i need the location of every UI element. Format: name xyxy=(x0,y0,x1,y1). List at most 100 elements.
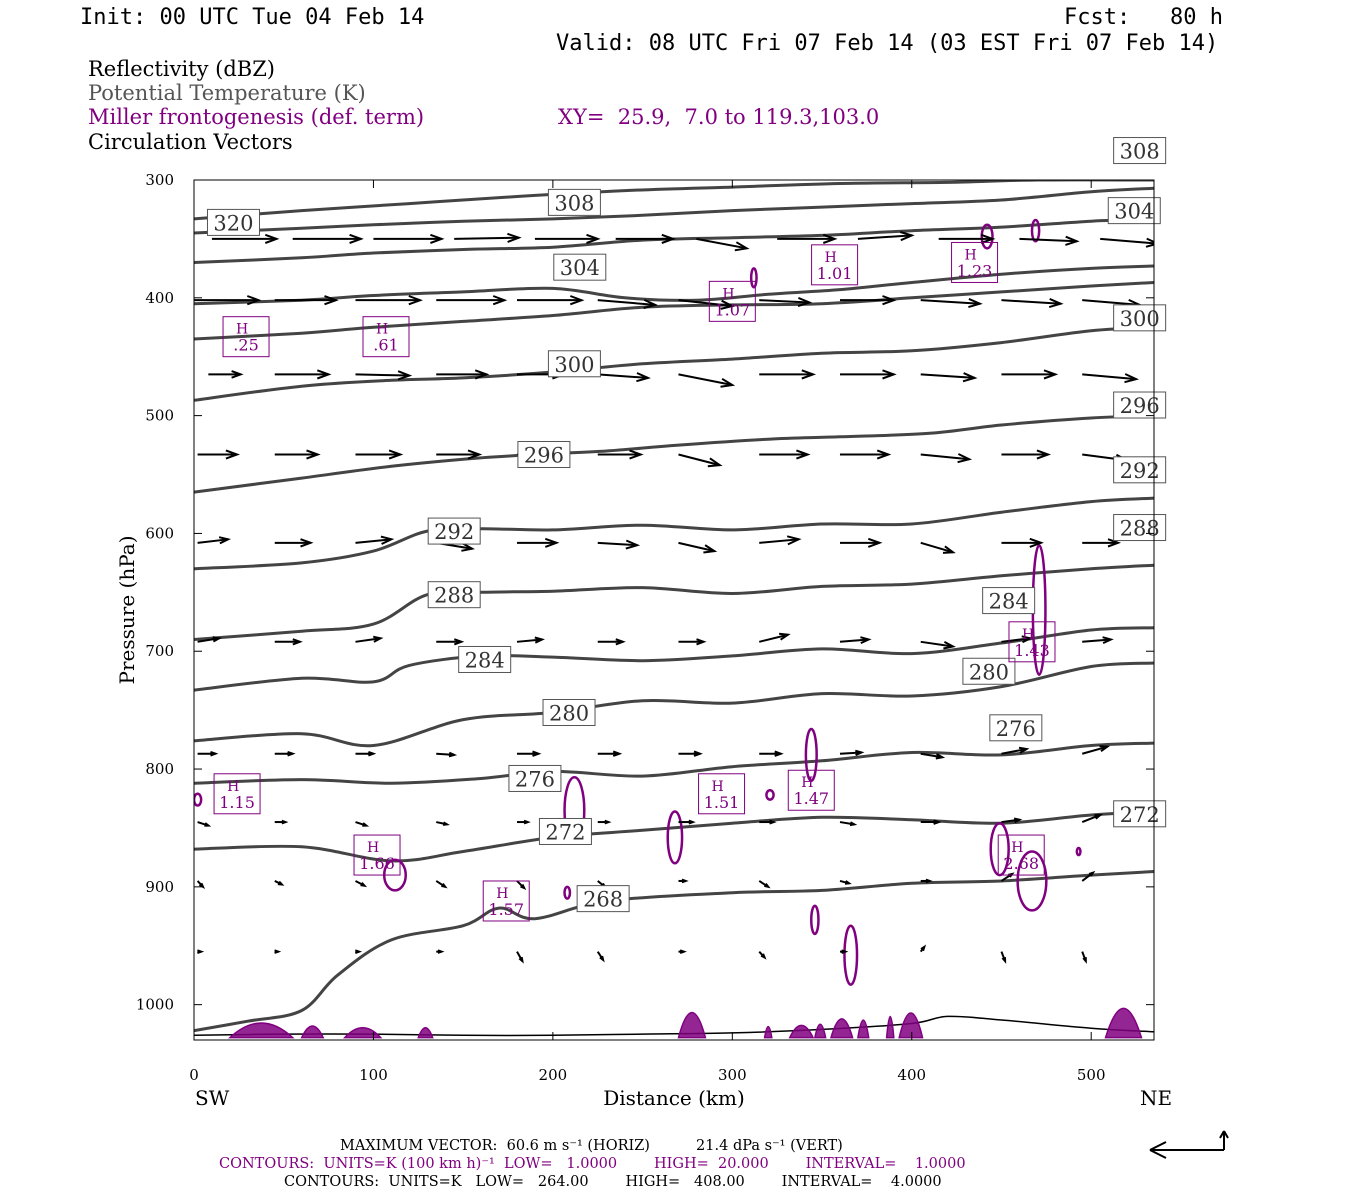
circulation-vector xyxy=(355,295,424,306)
vector-head xyxy=(643,298,659,310)
frontogenesis-surface-cluster xyxy=(343,1027,383,1039)
vector-head xyxy=(841,949,849,954)
circulation-vector xyxy=(197,949,205,954)
vector-head xyxy=(703,544,718,554)
vector-head xyxy=(933,819,942,825)
vector-head xyxy=(679,949,687,954)
vector-head xyxy=(362,822,370,827)
isentrope-label-box xyxy=(1113,137,1167,165)
isentrope-label-box xyxy=(508,764,562,792)
circulation-vector xyxy=(597,372,651,383)
vector-head xyxy=(218,536,232,545)
circulation-vector xyxy=(516,750,542,757)
vector-shaft xyxy=(1081,814,1101,823)
frontogenesis-max-value: 1.51 xyxy=(704,793,740,812)
vector-head xyxy=(876,449,892,460)
isentrope-label-box xyxy=(1113,456,1167,484)
vector-head xyxy=(849,821,858,827)
frontogenesis-max-box xyxy=(213,773,261,815)
vector-head xyxy=(661,233,677,244)
circulation-vector xyxy=(208,370,244,379)
frontogenesis-max-box xyxy=(997,834,1045,876)
vector-head xyxy=(1001,957,1007,964)
y-tick-label: 700 xyxy=(145,642,174,660)
terrain-line xyxy=(194,1015,1154,1037)
isentrope-label-284: 284 xyxy=(458,645,512,673)
vector-shaft xyxy=(1019,237,1077,243)
frontogenesis-max-value: 1.01 xyxy=(817,264,853,283)
isentrope-label-value: 292 xyxy=(1120,459,1160,483)
circulation-vector xyxy=(678,878,689,884)
circulation-vector xyxy=(1001,449,1052,460)
circulation-vector xyxy=(678,373,736,388)
vector-head xyxy=(430,233,445,244)
vector-head xyxy=(796,449,811,460)
vector-shaft xyxy=(355,538,392,544)
vector-head xyxy=(388,449,404,460)
circulation-vector xyxy=(759,449,811,460)
isentrope-label-box xyxy=(538,817,592,845)
vector-shaft xyxy=(1100,237,1154,245)
x-right-end-label: NE xyxy=(1140,1086,1172,1110)
frontogenesis-surface-cluster xyxy=(830,1018,854,1039)
frontogenesis-max-marker: H xyxy=(825,250,837,266)
x-left-end-label: SW xyxy=(195,1086,230,1110)
vector-shaft xyxy=(355,373,410,377)
vector-shaft xyxy=(920,752,943,759)
circulation-vector xyxy=(355,449,404,460)
circulation-vector xyxy=(1001,817,1023,824)
circulation-vector xyxy=(274,819,289,825)
circulation-vector xyxy=(1081,745,1111,755)
x-tick-label: 200 xyxy=(539,1066,568,1084)
circulation-vector xyxy=(839,295,897,306)
vector-shaft xyxy=(454,236,519,240)
footer-fronto-contours: CONTOURS: UNITS=K (100 km h)⁻¹ LOW= 1.00… xyxy=(219,1156,966,1172)
vector-head xyxy=(1124,373,1140,384)
isentrope-label-value: 280 xyxy=(969,660,1009,684)
frontogenesis-max-label: H.61 xyxy=(362,316,410,358)
circulation-vector xyxy=(597,750,623,757)
vector-shaft xyxy=(678,373,733,386)
vector-head xyxy=(760,953,767,960)
circulation-vector xyxy=(920,752,946,760)
vector-head xyxy=(1099,745,1111,753)
frontogenesis-surface-cluster xyxy=(227,1022,295,1039)
x-axis-title: Distance (km) xyxy=(603,1086,745,1110)
vector-shaft xyxy=(857,234,912,240)
vector-head xyxy=(1107,538,1122,548)
legend-frontogenesis: Miller frontogenesis (def. term) xyxy=(88,105,425,129)
circulation-vector xyxy=(1001,635,1034,644)
circulation-vector xyxy=(919,944,927,953)
vector-shaft xyxy=(678,299,733,308)
vector-shaft xyxy=(1001,748,1027,755)
vector-shaft xyxy=(696,237,747,250)
frontogenesis-max-marker: H xyxy=(1011,840,1023,856)
isentrope-label-value: 304 xyxy=(1114,200,1154,224)
circulation-vector xyxy=(920,372,978,383)
isentrope-label-value: 272 xyxy=(545,820,585,844)
frontogenesis-surface-cluster xyxy=(417,1027,434,1039)
vector-head xyxy=(380,535,395,545)
y-tick-label: 400 xyxy=(145,289,174,307)
circulation-vector xyxy=(678,750,703,757)
circulation-vector xyxy=(839,369,897,380)
vector-head xyxy=(354,949,363,954)
vector-shaft xyxy=(597,373,649,379)
frontogenesis-max-label: H1.23 xyxy=(951,241,999,283)
forecast-hour: Fcst: 80 h xyxy=(1064,5,1223,30)
circulation-vector xyxy=(839,636,872,645)
vector-head xyxy=(1043,369,1059,380)
isentrope-label-292: 292 xyxy=(1113,456,1167,484)
isentrope-label-288: 288 xyxy=(1113,514,1167,542)
frontogenesis-surface-cluster xyxy=(857,1019,870,1039)
circulation-vector xyxy=(696,237,750,252)
plot-frame xyxy=(193,179,1155,1041)
vector-head xyxy=(316,369,332,380)
vector-head xyxy=(277,880,285,886)
vector-head xyxy=(368,750,377,757)
isentrope-label-296: 296 xyxy=(1113,391,1167,419)
isentrope-label-box xyxy=(547,188,601,216)
isentrope-label-box xyxy=(458,645,512,673)
y-tick-label: 500 xyxy=(145,407,174,425)
isentrope-320 xyxy=(194,180,1154,221)
